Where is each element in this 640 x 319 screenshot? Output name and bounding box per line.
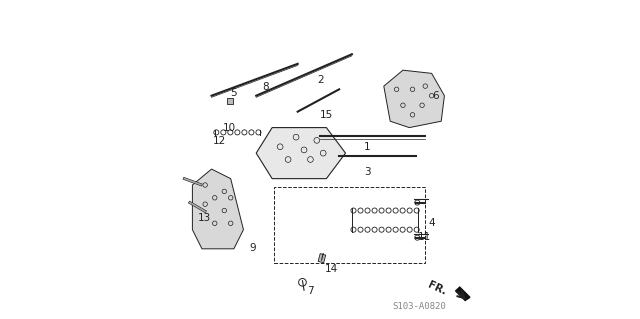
- Polygon shape: [193, 169, 243, 249]
- Text: 11: 11: [419, 232, 431, 242]
- Text: 10: 10: [223, 123, 236, 133]
- Text: FR.: FR.: [426, 280, 447, 297]
- Text: 5: 5: [230, 87, 237, 98]
- Polygon shape: [456, 287, 470, 300]
- Text: 6: 6: [432, 91, 439, 101]
- Text: 3: 3: [364, 167, 371, 177]
- Bar: [227, 98, 232, 104]
- Text: 1: 1: [364, 142, 371, 152]
- Bar: [274, 187, 425, 263]
- Text: S103-A0820: S103-A0820: [392, 302, 446, 311]
- Text: 12: 12: [212, 136, 226, 146]
- Text: 4: 4: [428, 218, 435, 228]
- Text: 14: 14: [325, 263, 339, 274]
- Text: 15: 15: [319, 110, 333, 120]
- Text: 13: 13: [198, 212, 211, 223]
- Polygon shape: [384, 70, 444, 128]
- Polygon shape: [256, 128, 346, 179]
- Text: 7: 7: [307, 286, 314, 296]
- Text: 8: 8: [262, 82, 269, 92]
- Text: 9: 9: [249, 243, 256, 253]
- Bar: [318, 254, 326, 263]
- Text: 2: 2: [317, 75, 323, 85]
